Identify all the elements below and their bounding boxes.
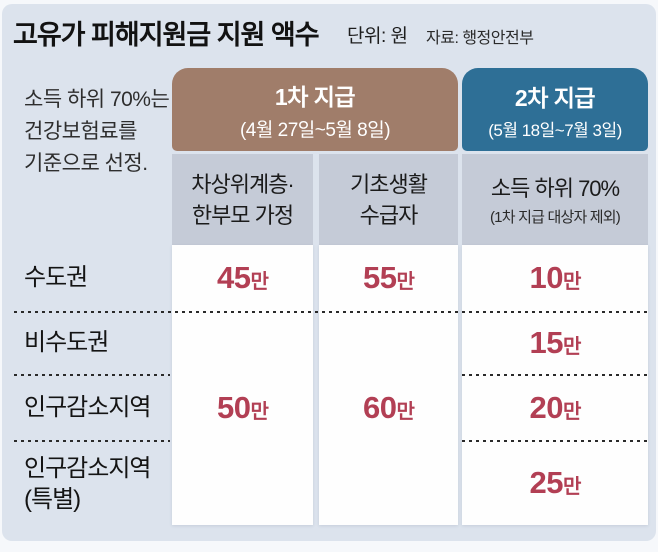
value-column-basic-livelihood [319,245,458,525]
value-number: 60 [363,390,397,425]
value-suffix: 만 [563,271,581,293]
value-column-near-poverty [172,245,313,525]
row-label-population-decline-area: 인구감소지역 [24,394,151,421]
value-cell-col2-metropolitan: 55만 [319,260,458,302]
group-period: (5월 18일~7월 3일) [488,120,622,140]
value-number: 55 [363,260,397,295]
row-separator-3-col3 [462,440,648,442]
value-number: 50 [217,390,251,425]
value-suffix: 만 [250,401,269,423]
value-suffix: 만 [250,271,269,293]
row-label-non-metropolitan: 비수도권 [24,329,109,356]
row-separator-2-col3 [462,374,648,376]
group-title: 1차 지급 [274,83,356,110]
column-header-label: 기초생활 수급자 [350,171,428,228]
row-separator-1 [14,311,648,313]
row-separator-3-labels [14,440,170,442]
column-header-sublabel: (1차 지급 대상자 제외) [489,208,621,226]
column-header-near-poverty-single-parent: 차상위계층· 한부모 가정 [172,154,313,245]
value-number: 15 [529,325,564,360]
value-suffix: 만 [563,476,581,498]
selection-criteria-note: 소득 하위 70%는 건강보험료를 기준으로 선정. [24,88,170,175]
unit-label: 단위: 원 [347,26,408,47]
value-suffix: 만 [396,401,415,423]
column-header-label: 소득 하위 70% [490,175,620,201]
value-cell-col3-metropolitan: 10만 [462,260,648,302]
row-separator-2-labels [14,374,170,376]
row-label-metropolitan: 수도권 [24,264,88,291]
value-suffix: 만 [396,271,415,293]
column-header-income-bottom-70: 소득 하위 70% (1차 지급 대상자 제외) [462,154,648,245]
column-header-basic-livelihood: 기초생활 수급자 [319,154,458,245]
value-number: 20 [529,390,564,425]
value-cell-col1-population-decline: 50만 [172,390,313,432]
column-header-label: 차상위계층· 한부모 가정 [191,171,295,228]
value-cell-col2-population-decline: 60만 [319,390,458,432]
value-cell-col3-non-metropolitan: 15만 [462,325,648,367]
group-header-second-payment: 2차 지급 (5월 18일~7월 3일) [462,68,648,151]
group-title: 2차 지급 [514,84,596,111]
value-number: 45 [217,260,251,295]
row-label-population-decline-area-special: 인구감소지역 (특별) [24,455,151,513]
source-label: 자료: 행정안전부 [426,30,534,47]
value-column-income-bottom-70 [462,245,648,525]
value-number: 25 [529,465,564,500]
page-title: 고유가 피해지원금 지원 액수 [13,20,320,50]
value-suffix: 만 [563,401,581,423]
value-cell-col3-population-decline: 20만 [462,390,648,432]
value-cell-col3-population-decline-special: 25만 [462,465,648,507]
group-header-first-payment: 1차 지급 (4월 27일~5월 8일) [172,68,458,151]
value-cell-col1-metropolitan: 45만 [172,260,313,302]
group-period: (4월 27일~5월 8일) [239,119,391,141]
value-number: 10 [529,260,564,295]
value-suffix: 만 [563,336,581,358]
